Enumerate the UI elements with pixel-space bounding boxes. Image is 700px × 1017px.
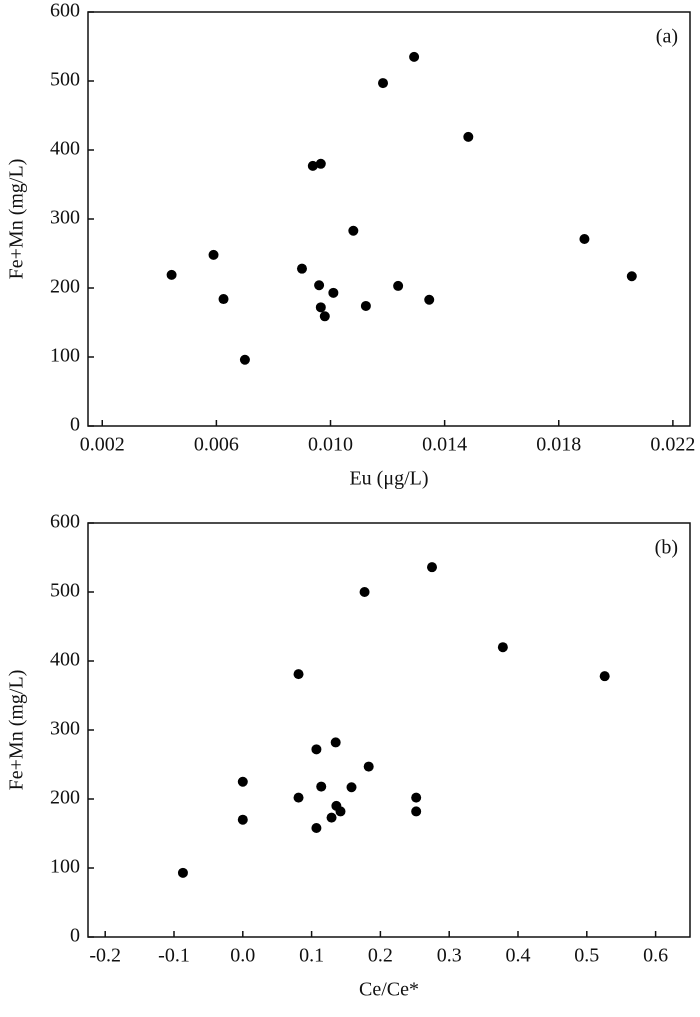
x-tick-label: 0.5 bbox=[574, 945, 599, 967]
x-tick-label: 0.2 bbox=[368, 945, 393, 967]
data-point bbox=[411, 806, 422, 817]
data-point bbox=[315, 158, 326, 169]
data-point bbox=[359, 587, 370, 597]
x-tick-label: 0.006 bbox=[194, 434, 239, 456]
data-point bbox=[311, 822, 322, 833]
data-point bbox=[579, 234, 590, 245]
data-point bbox=[330, 737, 341, 748]
data-point bbox=[411, 792, 422, 803]
x-tick-label: -0.2 bbox=[89, 945, 121, 967]
data-point bbox=[378, 78, 389, 89]
data-point bbox=[208, 249, 219, 260]
data-point bbox=[326, 812, 337, 823]
x-tick-label: 0.0 bbox=[230, 945, 255, 967]
x-tick-label: 0.6 bbox=[643, 945, 668, 967]
x-tick-label: 0.014 bbox=[422, 434, 467, 456]
data-point bbox=[237, 776, 248, 787]
x-tick-label: 0.3 bbox=[437, 945, 462, 967]
x-tick-label: -0.1 bbox=[158, 945, 190, 967]
data-point bbox=[626, 271, 637, 282]
data-point bbox=[293, 669, 304, 680]
data-point bbox=[314, 280, 325, 291]
data-point bbox=[427, 562, 437, 573]
data-point bbox=[307, 160, 318, 171]
y-tick-label: 0 bbox=[70, 414, 80, 436]
x-tick-label: 0.002 bbox=[80, 434, 125, 456]
data-point bbox=[311, 744, 322, 755]
data-point bbox=[393, 280, 404, 291]
y-tick-label: 400 bbox=[50, 649, 80, 671]
data-point bbox=[599, 671, 610, 682]
y-tick-label: 600 bbox=[50, 511, 80, 533]
y-tick-label: 300 bbox=[50, 207, 80, 229]
x-axis-label: Eu (μg/L) bbox=[349, 468, 428, 490]
data-point bbox=[316, 781, 327, 792]
data-point bbox=[328, 287, 339, 298]
data-point bbox=[315, 302, 326, 313]
y-tick-label: 100 bbox=[50, 856, 80, 878]
data-point bbox=[296, 263, 307, 274]
data-point bbox=[237, 814, 248, 825]
y-tick-label: 100 bbox=[50, 345, 80, 367]
data-point bbox=[177, 867, 188, 878]
data-point bbox=[218, 294, 229, 305]
y-tick-label: 600 bbox=[50, 0, 80, 22]
data-point bbox=[293, 792, 304, 803]
data-point bbox=[409, 51, 420, 62]
data-point bbox=[346, 782, 357, 793]
y-tick-label: 200 bbox=[50, 787, 80, 809]
x-tick-label: 0.010 bbox=[308, 434, 353, 456]
x-tick-label: 0.022 bbox=[650, 434, 695, 456]
data-point bbox=[335, 806, 346, 817]
x-tick-label: 0.1 bbox=[299, 945, 324, 967]
panel-label: (a) bbox=[656, 26, 678, 48]
data-point bbox=[497, 642, 508, 653]
plot-frame bbox=[87, 522, 691, 938]
y-axis-label: Fe+Mn (mg/L) bbox=[6, 159, 28, 280]
y-axis-label: Fe+Mn (mg/L) bbox=[6, 670, 28, 791]
y-tick-label: 400 bbox=[50, 138, 80, 160]
data-point bbox=[319, 311, 330, 322]
data-point bbox=[239, 354, 250, 365]
x-tick-label: 0.4 bbox=[506, 945, 531, 967]
data-point bbox=[363, 761, 374, 772]
data-point bbox=[360, 300, 371, 311]
y-tick-label: 200 bbox=[50, 276, 80, 298]
data-point bbox=[348, 225, 359, 236]
x-tick-label: 0.018 bbox=[536, 434, 581, 456]
data-point bbox=[166, 269, 177, 280]
panel-label: (b) bbox=[655, 537, 678, 559]
data-point bbox=[424, 294, 435, 305]
y-tick-label: 500 bbox=[50, 580, 80, 602]
y-tick-label: 0 bbox=[70, 925, 80, 947]
data-point bbox=[463, 131, 474, 142]
x-axis-label: Ce/Ce* bbox=[359, 979, 419, 1001]
y-tick-label: 500 bbox=[50, 69, 80, 91]
y-tick-label: 300 bbox=[50, 718, 80, 740]
plot-frame bbox=[87, 11, 691, 427]
